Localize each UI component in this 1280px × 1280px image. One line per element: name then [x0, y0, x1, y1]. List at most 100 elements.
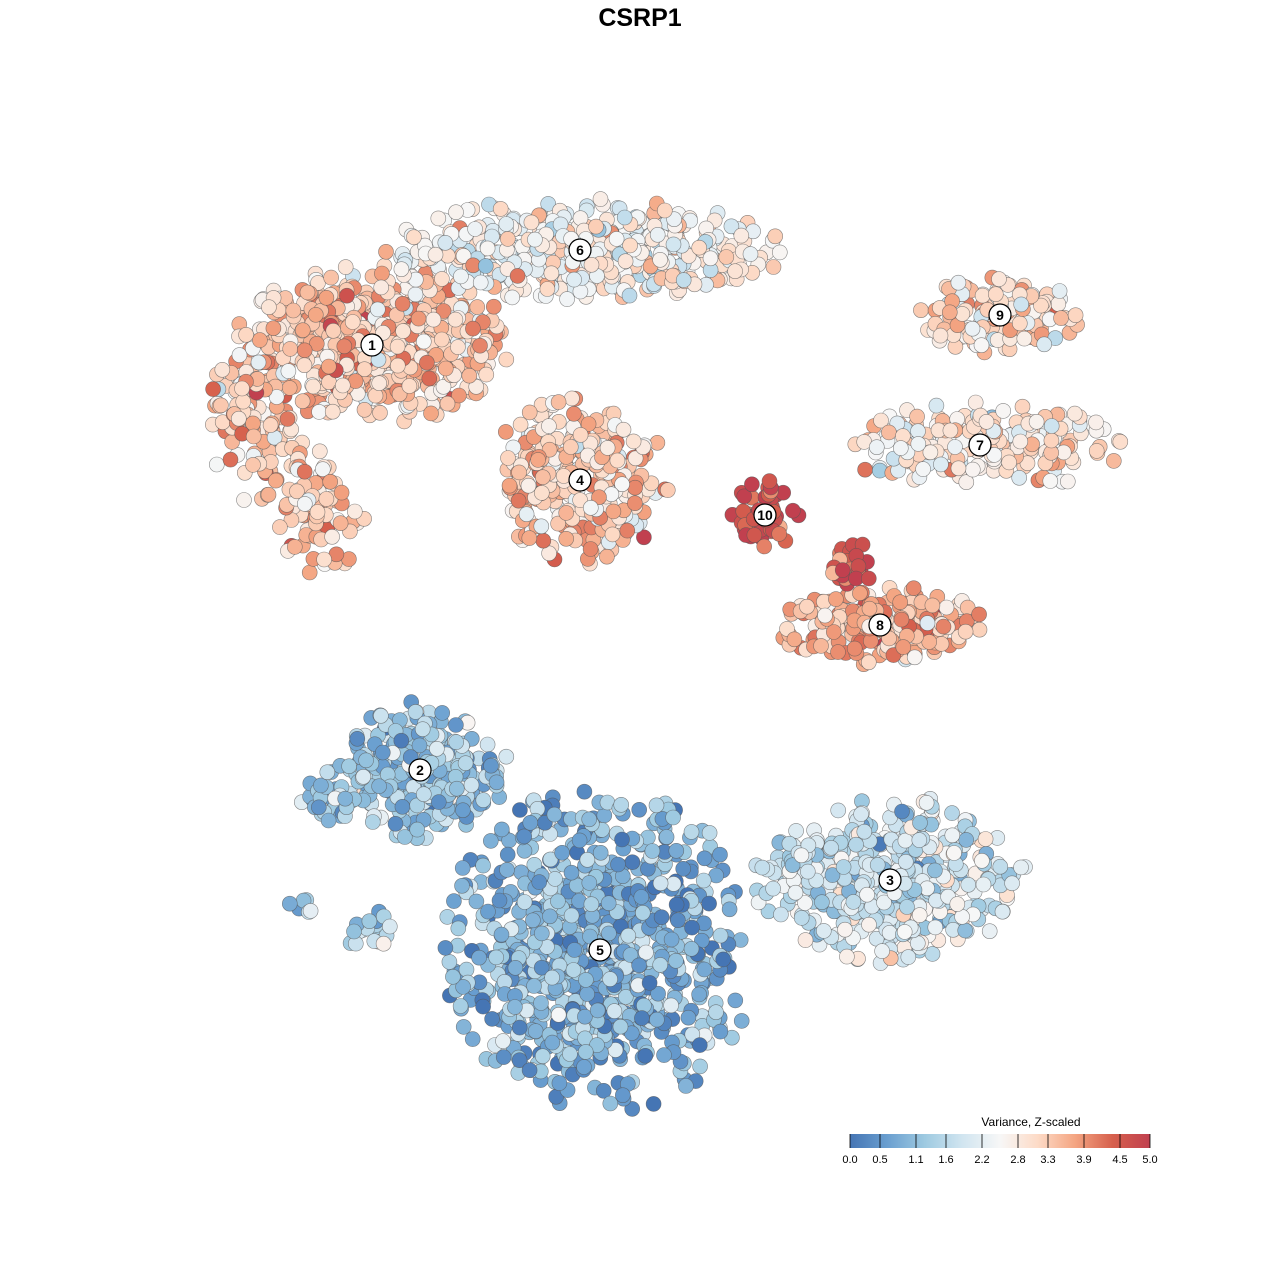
points-layer — [205, 191, 1129, 1117]
cell-point — [765, 880, 781, 897]
cell-point — [663, 997, 679, 1014]
cell-point — [337, 790, 354, 807]
cell-point — [881, 424, 897, 441]
cell-point — [701, 895, 717, 912]
cell-point — [627, 495, 643, 512]
cell-point — [656, 1047, 672, 1063]
cell-point — [543, 265, 560, 282]
cell-point — [861, 600, 878, 617]
cell-point — [684, 919, 700, 936]
cell-point — [906, 649, 923, 666]
cluster-label-text: 4 — [576, 472, 584, 488]
cell-point — [1028, 413, 1045, 430]
cell-point — [1011, 469, 1028, 486]
cell-point — [452, 998, 469, 1014]
cell-point — [665, 236, 682, 253]
cell-point — [324, 528, 340, 545]
cell-point — [964, 461, 981, 478]
cell-point — [294, 393, 311, 410]
cell-point — [605, 503, 622, 520]
cell-point — [448, 780, 465, 797]
cell-point — [356, 361, 373, 378]
cell-point — [785, 502, 801, 519]
cell-point — [415, 786, 432, 803]
cell-point — [995, 403, 1012, 419]
cell-point — [578, 972, 594, 988]
cell-point — [900, 949, 917, 965]
cell-point — [609, 452, 626, 469]
cell-point — [533, 925, 550, 942]
cell-point — [899, 899, 915, 915]
legend-tick-label: 0.5 — [872, 1154, 887, 1166]
cell-point — [859, 886, 875, 903]
cell-point — [322, 473, 339, 490]
cell-point — [423, 405, 439, 422]
cell-point — [510, 492, 527, 509]
cell-point — [837, 921, 853, 938]
cell-point — [612, 1018, 629, 1035]
cell-point — [562, 1046, 578, 1062]
cell-point — [267, 472, 284, 489]
cell-point — [296, 496, 313, 512]
cell-point — [653, 909, 670, 926]
cell-point — [296, 342, 313, 359]
cell-point — [874, 943, 890, 959]
cell-point — [971, 606, 987, 623]
cell-point — [933, 456, 949, 473]
cell-point — [797, 932, 814, 948]
cell-point — [294, 322, 311, 339]
cell-point — [437, 940, 454, 956]
cell-point — [231, 410, 247, 427]
cell-point — [861, 916, 877, 933]
cell-point — [992, 858, 1009, 875]
cell-point — [817, 607, 833, 624]
cell-point — [265, 320, 282, 337]
cell-point — [491, 892, 508, 909]
cell-point — [311, 443, 328, 460]
cell-point — [511, 464, 527, 481]
cell-point — [437, 235, 454, 251]
cell-point — [1060, 473, 1076, 490]
cell-point — [691, 1037, 708, 1053]
cell-point — [625, 433, 642, 450]
cell-point — [921, 634, 938, 650]
cell-point — [599, 440, 616, 456]
cell-point — [527, 231, 543, 248]
cell-point — [828, 591, 844, 607]
cell-point — [620, 927, 637, 944]
cell-point — [621, 287, 638, 304]
cell-point — [563, 907, 580, 924]
cell-point — [534, 469, 551, 486]
cell-point — [974, 852, 990, 869]
cell-point — [649, 434, 666, 451]
cell-point — [652, 875, 669, 892]
cell-point — [437, 360, 454, 377]
cell-point — [407, 286, 424, 303]
cell-point — [458, 961, 475, 978]
cell-point — [852, 585, 868, 602]
cell-point — [733, 1013, 750, 1029]
cell-point — [564, 390, 580, 407]
cell-point — [896, 924, 913, 940]
cell-point — [319, 764, 336, 781]
cell-point — [261, 299, 277, 316]
cell-point — [341, 758, 357, 775]
cell-point — [562, 439, 579, 455]
cell-point — [238, 326, 254, 343]
cluster-label-4: 4 — [568, 468, 592, 492]
cell-point — [670, 912, 686, 929]
cell-point — [339, 287, 355, 304]
cell-point — [484, 1011, 500, 1027]
cell-point — [375, 935, 392, 952]
cell-point — [550, 394, 567, 410]
cell-point — [727, 263, 743, 280]
cluster-label-text: 6 — [576, 242, 584, 258]
cell-point — [619, 522, 636, 539]
cell-point — [668, 952, 684, 969]
cluster-label-10: 10 — [753, 503, 777, 527]
cell-point — [950, 274, 967, 291]
cell-point — [991, 271, 1007, 287]
cell-point — [839, 948, 855, 965]
cell-point — [286, 539, 303, 555]
cell-point — [252, 332, 268, 348]
